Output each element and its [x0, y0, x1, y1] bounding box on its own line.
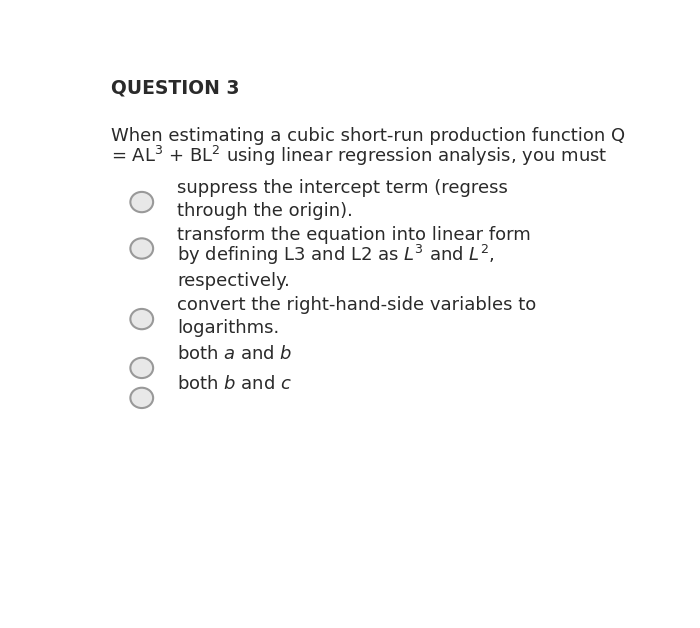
Text: both $\mathit{a}$ and $\mathit{b}$: both $\mathit{a}$ and $\mathit{b}$ [177, 345, 293, 363]
Text: respectively.: respectively. [177, 272, 290, 290]
Text: = AL$^3$ + BL$^2$ using linear regression analysis, you must: = AL$^3$ + BL$^2$ using linear regressio… [111, 144, 608, 168]
Text: transform the equation into linear form: transform the equation into linear form [177, 225, 531, 244]
Circle shape [130, 358, 153, 378]
Text: suppress the intercept term (regress: suppress the intercept term (regress [177, 179, 508, 197]
Circle shape [130, 387, 153, 408]
Text: QUESTION 3: QUESTION 3 [111, 78, 239, 97]
Text: through the origin).: through the origin). [177, 202, 353, 220]
Text: logarithms.: logarithms. [177, 320, 279, 337]
Text: by defining L3 and L2 as $\mathit{L}^3$ and $\mathit{L}^2$,: by defining L3 and L2 as $\mathit{L}^3$ … [177, 243, 495, 267]
Circle shape [130, 309, 153, 329]
Text: convert the right-hand-side variables to: convert the right-hand-side variables to [177, 296, 536, 314]
Circle shape [130, 192, 153, 212]
Text: When estimating a cubic short-run production function Q: When estimating a cubic short-run produc… [111, 127, 625, 146]
Text: both $\mathit{b}$ and $\mathit{c}$: both $\mathit{b}$ and $\mathit{c}$ [177, 375, 292, 393]
Circle shape [130, 238, 153, 259]
